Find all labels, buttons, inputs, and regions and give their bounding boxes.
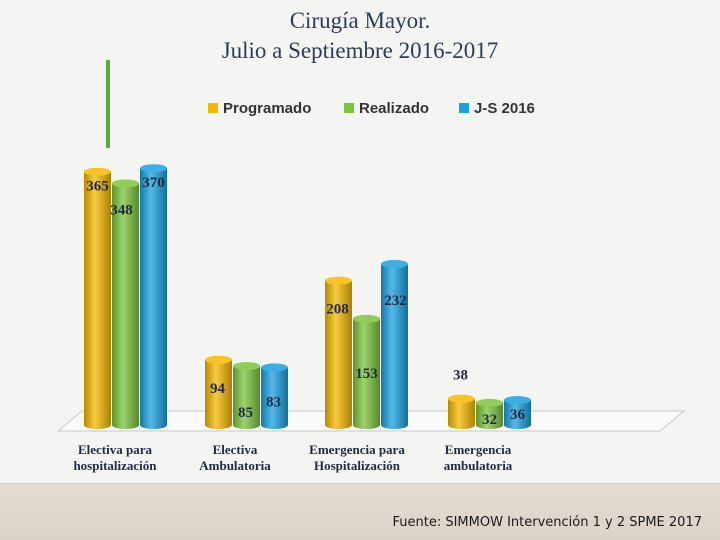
x-tick-label-3: Emergencia ambulatoria bbox=[444, 442, 513, 473]
legend-swatch-1 bbox=[344, 103, 354, 113]
bar-cap-0-1 bbox=[112, 179, 139, 188]
data-label-2-1: 153 bbox=[355, 366, 378, 382]
x-tick-label-1: Electiva Ambulatoria bbox=[199, 442, 271, 473]
bar-cap-2-1 bbox=[353, 314, 380, 323]
accent-bar bbox=[106, 60, 110, 148]
bar-0-1 bbox=[112, 183, 139, 429]
data-label-3-0: 38 bbox=[453, 368, 468, 384]
data-label-1-0: 94 bbox=[210, 381, 226, 397]
bar-0-0 bbox=[84, 171, 111, 429]
legend-label-0: Programado bbox=[223, 100, 311, 117]
source-note: Fuente: SIMMOW Intervención 1 y 2 SPME 2… bbox=[392, 515, 703, 530]
bar-cap-0-0 bbox=[84, 167, 111, 176]
data-label-0-0: 365 bbox=[86, 179, 109, 195]
x-axis-labels: Electiva para hospitalización Electiva Ambu… bbox=[73, 442, 512, 473]
data-label-1-1: 85 bbox=[238, 405, 253, 421]
bar-cap-1-1 bbox=[233, 362, 260, 371]
bar-3-1 bbox=[476, 402, 503, 429]
title-line-1: Cirugía Mayor. bbox=[289, 8, 431, 33]
bar-0-2 bbox=[140, 168, 167, 429]
legend-swatch-0 bbox=[208, 103, 218, 113]
legend: Programado Realizado J-S 2016 bbox=[208, 100, 535, 117]
data-label-3-1: 32 bbox=[482, 412, 497, 428]
title-line-2: Julio a Septiembre 2016-2017 bbox=[221, 38, 499, 63]
bar-cap-3-2 bbox=[504, 396, 531, 405]
bar-3-0 bbox=[448, 398, 475, 429]
bar-2-2 bbox=[381, 263, 408, 429]
legend-label-2: J-S 2016 bbox=[474, 100, 535, 117]
legend-label-1: Realizado bbox=[359, 100, 429, 117]
data-label-2-2: 232 bbox=[384, 293, 407, 309]
data-label-0-2: 370 bbox=[142, 175, 165, 191]
bar-cap-1-2 bbox=[261, 363, 288, 372]
data-label-2-0: 208 bbox=[326, 302, 349, 318]
chart-title: Cirugía Mayor. Julio a Septiembre 2016-2… bbox=[0, 6, 720, 66]
data-label-1-2: 83 bbox=[266, 394, 281, 410]
bar-cap-3-0 bbox=[448, 394, 475, 403]
data-label-3-2: 36 bbox=[510, 407, 526, 423]
bar-1-2 bbox=[261, 367, 288, 429]
x-tick-label-2: Emergencia para Hospitalización bbox=[309, 442, 405, 473]
x-tick-label-0: Electiva para hospitalización bbox=[73, 442, 157, 473]
bar-cap-2-2 bbox=[381, 259, 408, 268]
bar-3-2 bbox=[504, 400, 531, 429]
data-label-0-1: 348 bbox=[110, 202, 133, 218]
bar-cap-3-1 bbox=[476, 398, 503, 407]
bar-2-1 bbox=[353, 318, 380, 429]
bar-cap-0-2 bbox=[140, 164, 167, 173]
bar-1-0 bbox=[205, 359, 232, 429]
bars bbox=[84, 164, 531, 429]
legend-swatch-2 bbox=[459, 103, 469, 113]
bar-1-1 bbox=[233, 366, 260, 429]
bar-cap-1-0 bbox=[205, 355, 232, 364]
bar-2-0 bbox=[325, 280, 352, 429]
footer-band bbox=[0, 483, 720, 540]
bar-cap-2-0 bbox=[325, 276, 352, 285]
